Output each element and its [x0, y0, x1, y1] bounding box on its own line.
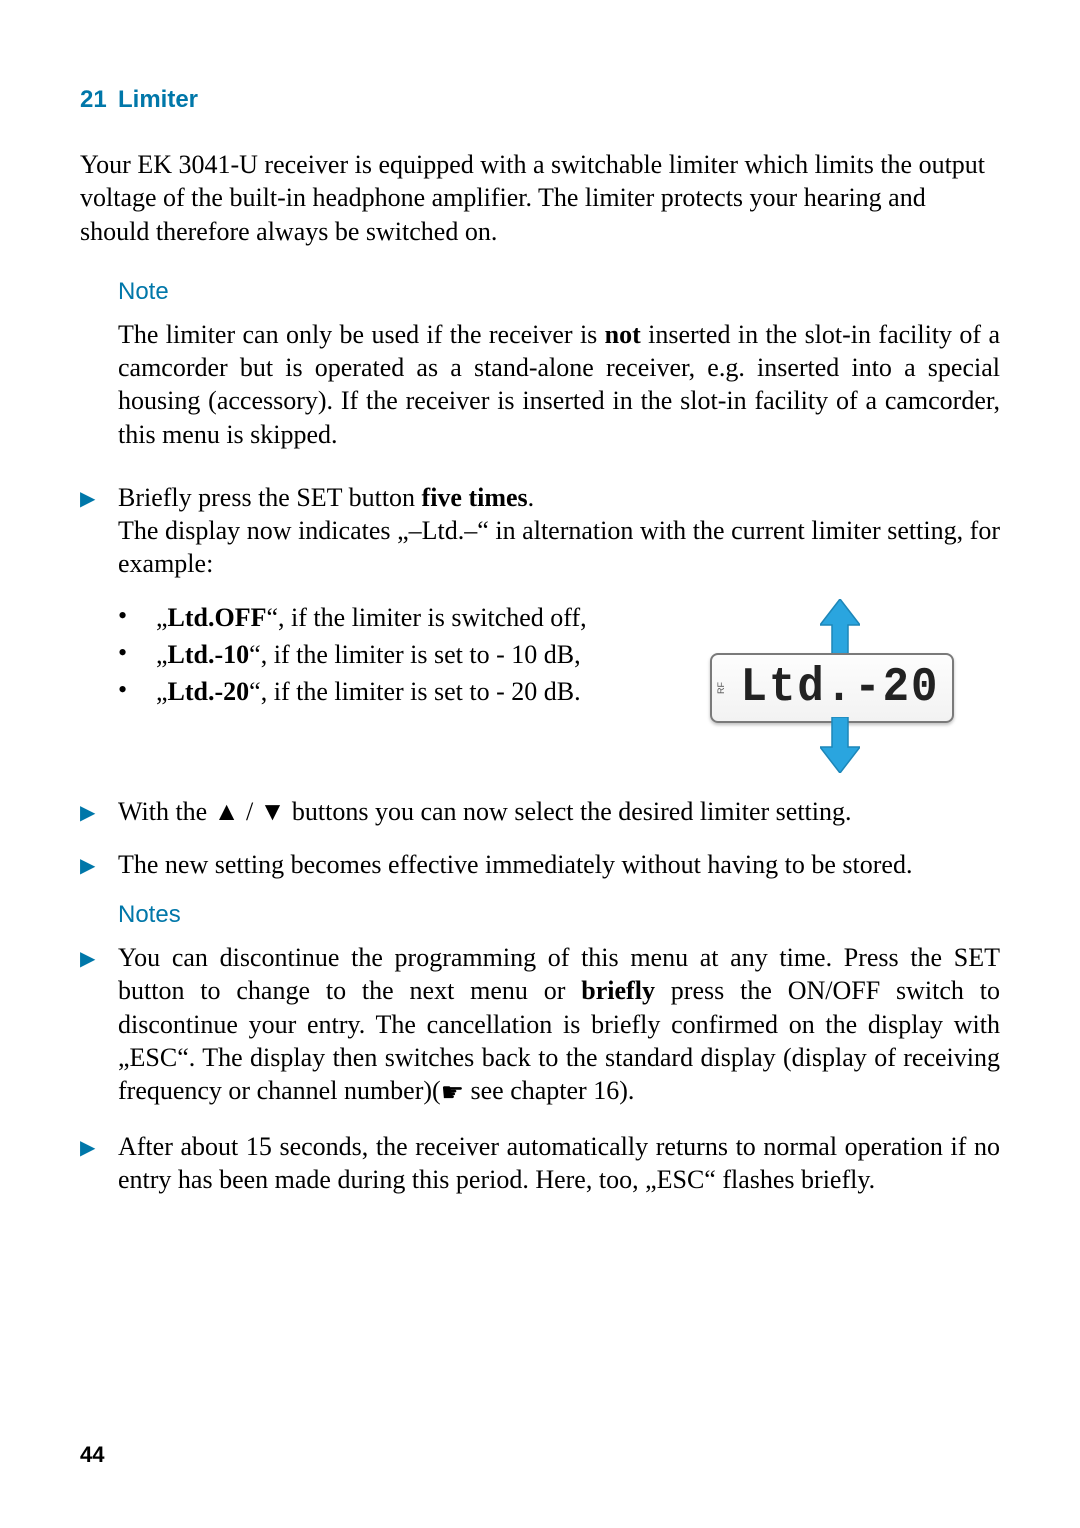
text: Briefly press the SET button: [118, 483, 422, 512]
notes-block: Notes: [118, 901, 1000, 929]
step-content: The new setting becomes effective immedi…: [118, 848, 1000, 881]
section-number: 21: [80, 86, 118, 114]
notes-content: After about 15 seconds, the receiver aut…: [118, 1130, 1000, 1197]
text-bold: briefly: [581, 976, 655, 1005]
option-label: Ltd.OFF: [168, 603, 267, 632]
options-list: • „Ltd.OFF“, if the limiter is switched …: [118, 601, 660, 713]
option-desc: , if the limiter is set to - 20 dB.: [261, 677, 581, 706]
note-pre: The limiter can only be used if the rece…: [118, 320, 605, 349]
text: .: [528, 483, 535, 512]
section-title: Limiter: [118, 86, 198, 113]
lcd-rf-label: RF: [716, 681, 726, 695]
text-bold: five times: [422, 483, 528, 512]
step-content: Briefly press the SET button five times.…: [118, 481, 1000, 581]
intro-paragraph: Your EK 3041-U receiver is equipped with…: [80, 148, 1000, 248]
step-effective: ▶ The new setting becomes effective imme…: [80, 848, 1000, 881]
step-press-set: ▶ Briefly press the SET button five time…: [80, 481, 1000, 581]
bullet-icon: •: [118, 638, 156, 671]
lcd-figure: RF Ltd.-20: [660, 601, 1000, 771]
notes-content: You can discontinue the programming of t…: [118, 941, 1000, 1109]
text: The display now indicates „–Ltd.–“ in al…: [118, 516, 1000, 578]
notes-heading: Notes: [118, 901, 1000, 929]
lcd-text: Ltd.-20: [728, 660, 952, 715]
page-number: 44: [80, 1442, 104, 1468]
arrow-up-icon: [820, 599, 860, 655]
triangle-bullet-icon: ▶: [80, 848, 118, 881]
option-desc: , if the limiter is switched off,: [278, 603, 587, 632]
bullet-icon: •: [118, 675, 156, 708]
section-heading: 21Limiter: [80, 86, 1000, 114]
option-text: „Ltd.-10“, if the limiter is set to - 10…: [156, 638, 660, 671]
pointer-icon: ☛: [441, 1076, 464, 1109]
list-item: • „Ltd.-20“, if the limiter is set to - …: [118, 675, 660, 708]
option-desc: , if the limiter is set to - 10 dB,: [261, 640, 581, 669]
step-content: With the ▲ / ▼ buttons you can now selec…: [118, 795, 1000, 828]
note-block: Note The limiter can only be used if the…: [118, 278, 1000, 451]
option-text: „Ltd.-20“, if the limiter is set to - 20…: [156, 675, 660, 708]
option-label: Ltd.-20: [168, 677, 250, 706]
note-body: The limiter can only be used if the rece…: [118, 318, 1000, 451]
options-with-figure: • „Ltd.OFF“, if the limiter is switched …: [80, 601, 1000, 771]
note-bold: not: [605, 320, 641, 349]
list-item: • „Ltd.OFF“, if the limiter is switched …: [118, 601, 660, 634]
notes-item-1: ▶ You can discontinue the programming of…: [80, 941, 1000, 1109]
text: see chapter 16).: [464, 1076, 634, 1105]
manual-page: 21Limiter Your EK 3041-U receiver is equ…: [0, 0, 1080, 1528]
lcd-illustration: RF Ltd.-20: [700, 601, 960, 771]
option-label: Ltd.-10: [168, 640, 250, 669]
note-heading: Note: [118, 278, 1000, 306]
arrow-down-icon: [820, 717, 860, 773]
bullet-icon: •: [118, 601, 156, 634]
triangle-bullet-icon: ▶: [80, 795, 118, 828]
lcd-screen: RF Ltd.-20: [710, 653, 954, 723]
step-select-setting: ▶ With the ▲ / ▼ buttons you can now sel…: [80, 795, 1000, 828]
triangle-bullet-icon: ▶: [80, 941, 118, 1109]
option-text: „Ltd.OFF“, if the limiter is switched of…: [156, 601, 660, 634]
triangle-bullet-icon: ▶: [80, 1130, 118, 1197]
list-item: • „Ltd.-10“, if the limiter is set to - …: [118, 638, 660, 671]
triangle-bullet-icon: ▶: [80, 481, 118, 581]
notes-item-2: ▶ After about 15 seconds, the receiver a…: [80, 1130, 1000, 1197]
